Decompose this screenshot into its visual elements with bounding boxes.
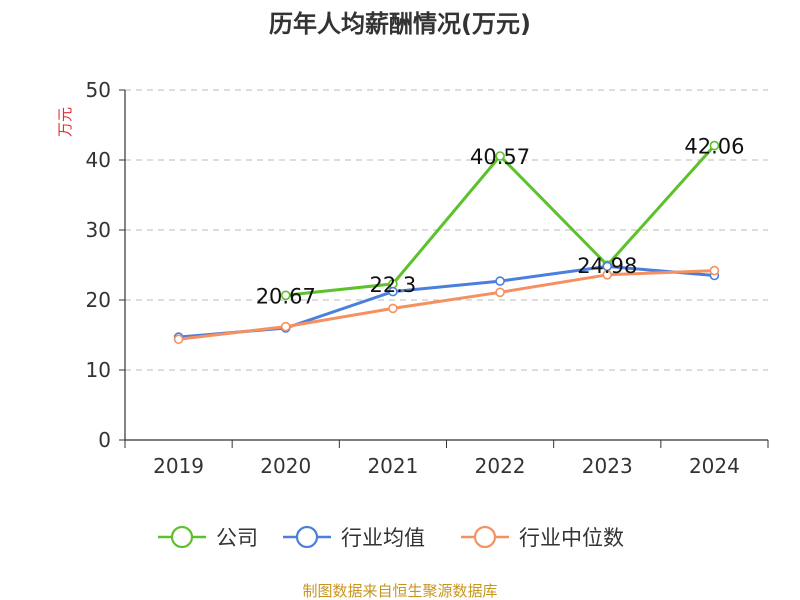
data-label: 20.67	[256, 284, 316, 308]
y-tick-label: 0	[98, 428, 111, 452]
data-label: 42.06	[684, 135, 744, 159]
data-label: 24.98	[577, 254, 637, 278]
legend-marker	[295, 525, 319, 549]
data-point	[388, 303, 398, 314]
x-tick-label: 2023	[582, 454, 633, 478]
legend[interactable]: 公司 行业均值 行业中位数	[158, 525, 624, 550]
y-tick-label: 20	[86, 288, 111, 312]
data-label: 22.3	[370, 273, 417, 297]
data-point	[173, 334, 184, 345]
y-tick-label: 30	[86, 218, 111, 242]
data-point	[709, 140, 720, 151]
x-tick-label: 2020	[260, 454, 311, 478]
legend-item-0[interactable]: 公司	[158, 525, 258, 550]
data-point	[495, 287, 505, 298]
y-axis-label: 万元	[56, 107, 74, 137]
legend-label: 行业中位数	[519, 526, 624, 550]
x-tick-label: 2021	[367, 454, 418, 478]
series-group	[173, 140, 720, 345]
data-point	[280, 290, 291, 301]
data-point	[495, 276, 505, 286]
series-line-2	[178, 269, 715, 341]
axes: 0 10 20 30 40 50 2019 2020 2021 2022 2023 2024	[86, 78, 769, 478]
y-tick-label: 40	[86, 148, 111, 172]
legend-item-2[interactable]: 行业中位数	[461, 525, 624, 550]
data-point	[280, 321, 291, 332]
legend-label: 公司	[216, 526, 258, 550]
data-point	[495, 151, 505, 161]
legend-marker	[170, 525, 194, 549]
legend-marker	[473, 525, 497, 549]
y-tick-label: 10	[86, 358, 111, 382]
x-tick-label: 2019	[153, 454, 204, 478]
legend-label: 行业均值	[341, 526, 425, 550]
y-tick-label: 50	[86, 78, 111, 102]
grid-lines	[125, 89, 768, 371]
data-labels: 20.67 22.3 40.57 24.98 42.06	[256, 135, 745, 309]
data-point	[388, 286, 398, 297]
source-note: 制图数据来自恒生聚源数据库	[302, 582, 497, 600]
x-tick-label: 2022	[475, 454, 526, 478]
legend-item-1[interactable]: 行业均值	[283, 525, 425, 550]
chart-title: 历年人均薪酬情况(万元)	[269, 10, 531, 38]
data-label: 40.57	[470, 145, 530, 169]
data-point	[709, 265, 720, 276]
x-tick-label: 2024	[689, 454, 740, 478]
data-point	[602, 269, 613, 280]
